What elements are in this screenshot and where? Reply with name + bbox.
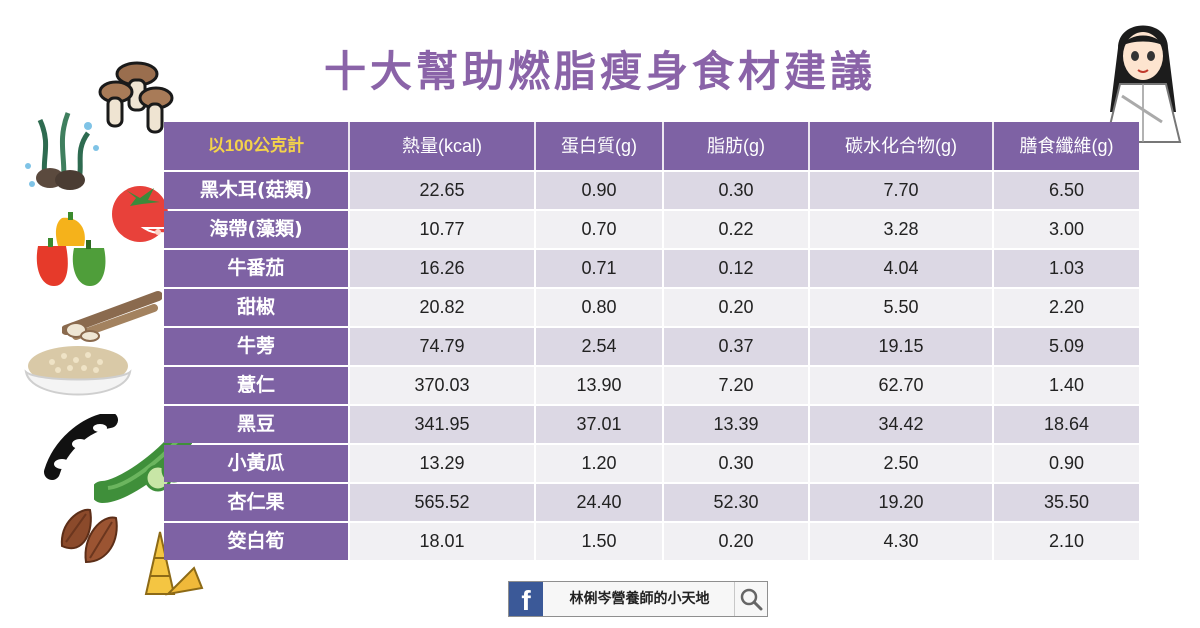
table-cell: 0.90 xyxy=(536,172,662,209)
food-name: 牛蒡 xyxy=(164,328,348,365)
food-name: 薏仁 xyxy=(164,367,348,404)
table-cell: 0.30 xyxy=(664,445,808,482)
column-header: 蛋白質(g) xyxy=(561,136,637,156)
table-cell: 2.20 xyxy=(994,289,1139,326)
table-cell: 1.03 xyxy=(994,250,1139,287)
table-cell: 37.01 xyxy=(536,406,662,443)
header-divider xyxy=(808,122,810,170)
header-divider xyxy=(662,122,664,170)
header-unit-label: 以100公克計 xyxy=(207,136,305,155)
table-cell: 35.50 xyxy=(994,484,1139,521)
table-cell: 0.22 xyxy=(664,211,808,248)
facebook-page-name[interactable]: 林俐岑營養師的小天地 xyxy=(569,591,710,607)
table-row: 甜椒 20.82 0.80 0.20 5.50 2.20 xyxy=(164,289,1139,326)
bamboo-shoot-icon xyxy=(144,531,204,596)
table-cell: 0.71 xyxy=(536,250,662,287)
table-cell: 1.50 xyxy=(536,523,662,560)
table-cell: 0.20 xyxy=(664,289,808,326)
table-cell: 2.10 xyxy=(994,523,1139,560)
table-cell: 565.52 xyxy=(350,484,534,521)
column-header: 膳食纖維(g) xyxy=(1019,136,1114,156)
food-name: 黑豆 xyxy=(164,406,348,443)
table-cell: 7.20 xyxy=(664,367,808,404)
page-title: 十大幫助燃脂瘦身食材建議 xyxy=(323,47,876,96)
table-cell: 22.65 xyxy=(350,172,534,209)
table-cell: 1.40 xyxy=(994,367,1139,404)
table-cell: 24.40 xyxy=(536,484,662,521)
table-cell: 2.50 xyxy=(810,445,992,482)
table-cell: 52.30 xyxy=(664,484,808,521)
table-cell: 0.90 xyxy=(994,445,1139,482)
table-cell: 0.30 xyxy=(664,172,808,209)
table-cell: 2.54 xyxy=(536,328,662,365)
table-row: 薏仁 370.03 13.90 7.20 62.70 1.40 xyxy=(164,367,1139,404)
nutritionist-avatar xyxy=(1104,25,1182,143)
table-cell: 20.82 xyxy=(350,289,534,326)
header-divider xyxy=(534,122,536,170)
table-cell: 370.03 xyxy=(350,367,534,404)
table-cell: 4.30 xyxy=(810,523,992,560)
table-cell: 62.70 xyxy=(810,367,992,404)
table-cell: 5.50 xyxy=(810,289,992,326)
table-cell: 3.00 xyxy=(994,211,1139,248)
table-cell: 0.80 xyxy=(536,289,662,326)
table-cell: 13.90 xyxy=(536,367,662,404)
table-cell: 1.20 xyxy=(536,445,662,482)
table-cell: 34.42 xyxy=(810,406,992,443)
table-cell: 5.09 xyxy=(994,328,1139,365)
table-row: 黑豆 341.95 37.01 13.39 34.42 18.64 xyxy=(164,406,1139,443)
food-name: 牛番茄 xyxy=(164,250,348,287)
search-icon xyxy=(740,588,763,611)
food-name: 海帶(藻類) xyxy=(164,211,348,248)
table-cell: 19.20 xyxy=(810,484,992,521)
mushroom-icon xyxy=(98,61,174,134)
table-cell: 4.04 xyxy=(810,250,992,287)
black-bean-icon xyxy=(44,414,118,480)
table-cell: 18.01 xyxy=(350,523,534,560)
tomato-icon xyxy=(112,186,184,242)
bell-pepper-icon xyxy=(36,212,106,286)
table-cell: 0.12 xyxy=(664,250,808,287)
table-row: 牛番茄 16.26 0.71 0.12 4.04 1.03 xyxy=(164,250,1139,287)
food-name: 杏仁果 xyxy=(164,484,348,521)
table-cell: 74.79 xyxy=(350,328,534,365)
table-row: 杏仁果 565.52 24.40 52.30 19.20 35.50 xyxy=(164,484,1139,521)
table-cell: 13.39 xyxy=(664,406,808,443)
search-icon-button[interactable] xyxy=(734,582,767,616)
column-header: 熱量(kcal) xyxy=(402,136,482,156)
table-cell: 18.64 xyxy=(994,406,1139,443)
facebook-page-bar[interactable]: f 林俐岑營養師的小天地 xyxy=(508,581,768,617)
table-cell: 16.26 xyxy=(350,250,534,287)
almond-icon xyxy=(60,508,118,564)
header-band xyxy=(164,122,1139,170)
barley-bowl-icon xyxy=(24,346,132,396)
table-cell: 0.20 xyxy=(664,523,808,560)
column-header: 脂肪(g) xyxy=(707,136,765,156)
header-divider xyxy=(348,122,350,170)
table-row: 牛蒡 74.79 2.54 0.37 19.15 5.09 xyxy=(164,328,1139,365)
food-name: 小黃瓜 xyxy=(164,445,348,482)
food-name: 筊白筍 xyxy=(164,523,348,560)
header-divider xyxy=(992,122,994,170)
table-row: 海帶(藻類) 10.77 0.70 0.22 3.28 3.00 xyxy=(164,211,1139,248)
seaweed-icon xyxy=(25,112,99,190)
facebook-icon[interactable]: f xyxy=(509,582,543,616)
table-cell: 0.70 xyxy=(536,211,662,248)
table-row: 黑木耳(菇類) 22.65 0.90 0.30 7.70 6.50 xyxy=(164,172,1139,209)
table-cell: 6.50 xyxy=(994,172,1139,209)
table-row: 小黃瓜 13.29 1.20 0.30 2.50 0.90 xyxy=(164,445,1139,482)
table-cell: 19.15 xyxy=(810,328,992,365)
table-cell: 341.95 xyxy=(350,406,534,443)
food-name: 黑木耳(菇類) xyxy=(164,172,348,209)
table-cell: 3.28 xyxy=(810,211,992,248)
table-cell: 7.70 xyxy=(810,172,992,209)
table-cell: 10.77 xyxy=(350,211,534,248)
table-cell: 0.37 xyxy=(664,328,808,365)
column-header: 碳水化合物(g) xyxy=(845,136,957,156)
burdock-root-icon xyxy=(62,291,162,342)
nutrition-table: 以100公克計 熱量(kcal) 蛋白質(g) 脂肪(g) 碳水化合物(g) 膳食纖維(g… xyxy=(164,122,1139,562)
food-name: 甜椒 xyxy=(164,289,348,326)
table-cell: 13.29 xyxy=(350,445,534,482)
table-row: 筊白筍 18.01 1.50 0.20 4.30 2.10 xyxy=(164,523,1139,560)
